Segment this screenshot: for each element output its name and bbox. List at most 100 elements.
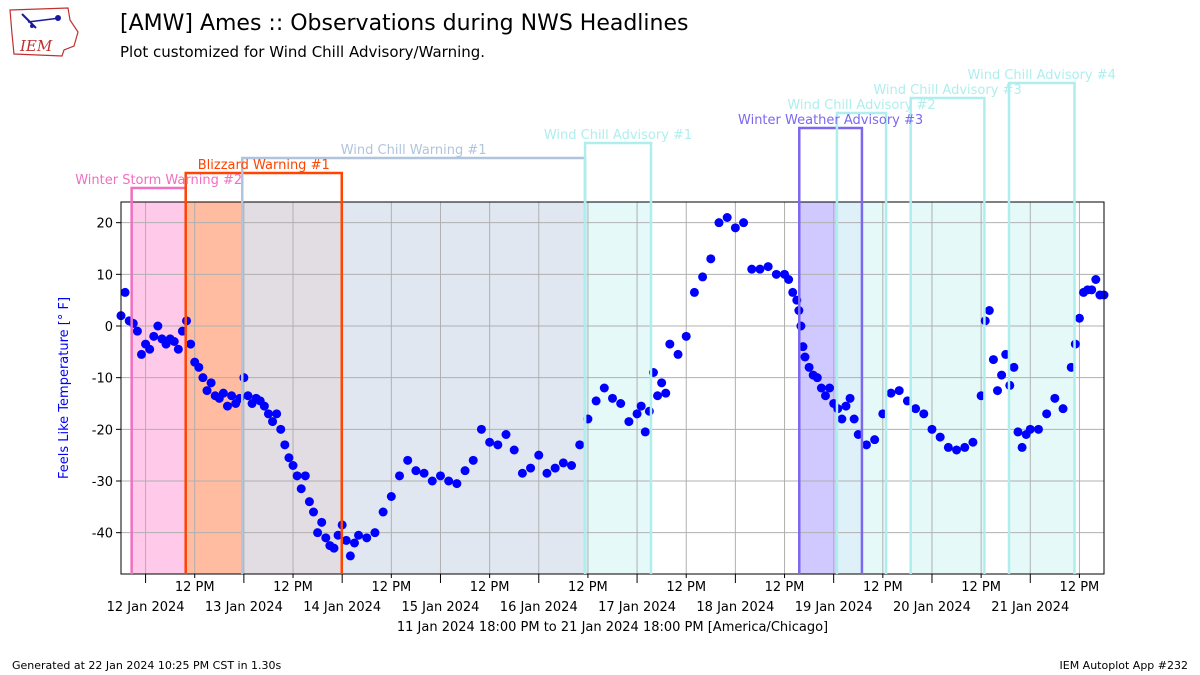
data-point [853,430,863,439]
headline-band [910,202,985,574]
data-point [927,424,937,434]
data-point [804,362,814,372]
data-point [173,344,183,354]
data-point [517,468,527,478]
data-point [870,435,880,445]
data-point [292,471,302,481]
data-point [841,401,851,411]
x-noon-label: 12 PM [568,580,608,595]
headline-label: Winter Storm Warning #2 [75,173,242,188]
data-point [272,409,282,419]
data-point [636,401,646,411]
tick-layer: -40 -30 -20 -10 0 10 20 12 Jan 2024 12 PM 13 Jan … [92,217,1100,615]
data-point [599,383,609,393]
data-point [698,272,708,282]
data-point [349,538,359,548]
data-point [169,337,179,346]
data-point [444,476,454,486]
data-point [558,458,568,468]
data-point [386,492,396,501]
x-date-label: 14 Jan 2024 [303,600,381,615]
data-point [120,287,130,297]
data-point [501,430,511,439]
data-point [681,331,691,341]
x-date-label: 16 Jan 2024 [500,600,578,615]
data-point [259,401,269,411]
app-id: IEM Autoplot App #232 [1059,659,1189,672]
headline-label: Wind Chill Advisory #2 [787,98,935,113]
data-point [313,528,323,538]
headline-label: Wind Chill Advisory #3 [873,83,1021,98]
data-point [788,287,798,297]
y-axis-label: Feels Like Temperature [° F] [57,297,72,479]
data-point [665,339,675,349]
data-point [300,471,310,481]
data-point [218,388,228,398]
x-date-label: 12 Jan 2024 [107,600,185,615]
data-point [435,471,445,481]
headline-outline [184,171,344,574]
generated-note: Generated at 22 Jan 2024 10:25 PM CST in… [12,659,282,672]
data-point [1058,404,1068,414]
logo-text: IEM [19,37,53,55]
data-point [591,396,601,406]
headline-edges [130,81,1076,574]
data-point [186,339,196,349]
data-point [763,262,773,272]
data-point [1087,285,1097,295]
data-point [644,406,654,416]
plot-frame [120,201,1105,575]
data-point [1013,427,1023,437]
headline-outline [583,141,653,574]
x-noon-label: 12 PM [273,580,313,595]
data-point [202,386,212,396]
data-point [567,461,577,470]
data-point [206,378,216,388]
data-point [673,349,683,359]
data-point [485,437,495,447]
data-point [263,409,273,419]
x-date-label: 15 Jan 2024 [402,600,480,615]
headline-band [1008,202,1075,574]
data-point [128,318,138,328]
data-point [798,342,808,352]
data-point [288,461,298,470]
page-subtitle: Plot customized for Wind Chill Advisory/… [120,43,486,61]
data-point [796,321,806,331]
data-point [1091,275,1101,284]
data-point [730,223,740,233]
data-point [1009,362,1019,372]
data-point [239,373,249,383]
data-point [321,533,331,543]
data-point [988,355,998,365]
headline-outline [798,126,864,574]
data-point [136,349,146,359]
data-point [640,427,650,437]
data-point [194,362,204,372]
data-point [317,517,327,527]
data-point [1017,442,1027,452]
page-title: [AMW] Ames :: Observations during NWS He… [120,11,689,36]
x-date-label: 20 Jan 2024 [893,600,971,615]
data-point [714,218,724,228]
data-point [509,445,519,455]
observation-points [116,213,1109,561]
y-tick-label: -40 [92,527,113,542]
data-point [755,264,765,274]
data-point [362,533,372,543]
data-point [661,388,671,398]
data-point [968,437,978,447]
headline-label: Wind Chill Warning #1 [341,143,487,158]
x-noon-label: 12 PM [666,580,706,595]
data-point [403,455,413,465]
y-tick-label: -10 [92,372,113,387]
data-point [722,213,732,222]
x-date-label: 21 Jan 2024 [991,600,1069,615]
data-point [845,393,855,403]
data-point [222,401,232,411]
x-noon-label: 12 PM [371,580,411,595]
data-point [333,530,343,540]
data-point [1025,424,1035,434]
data-point [984,306,994,315]
data-point [395,471,405,481]
